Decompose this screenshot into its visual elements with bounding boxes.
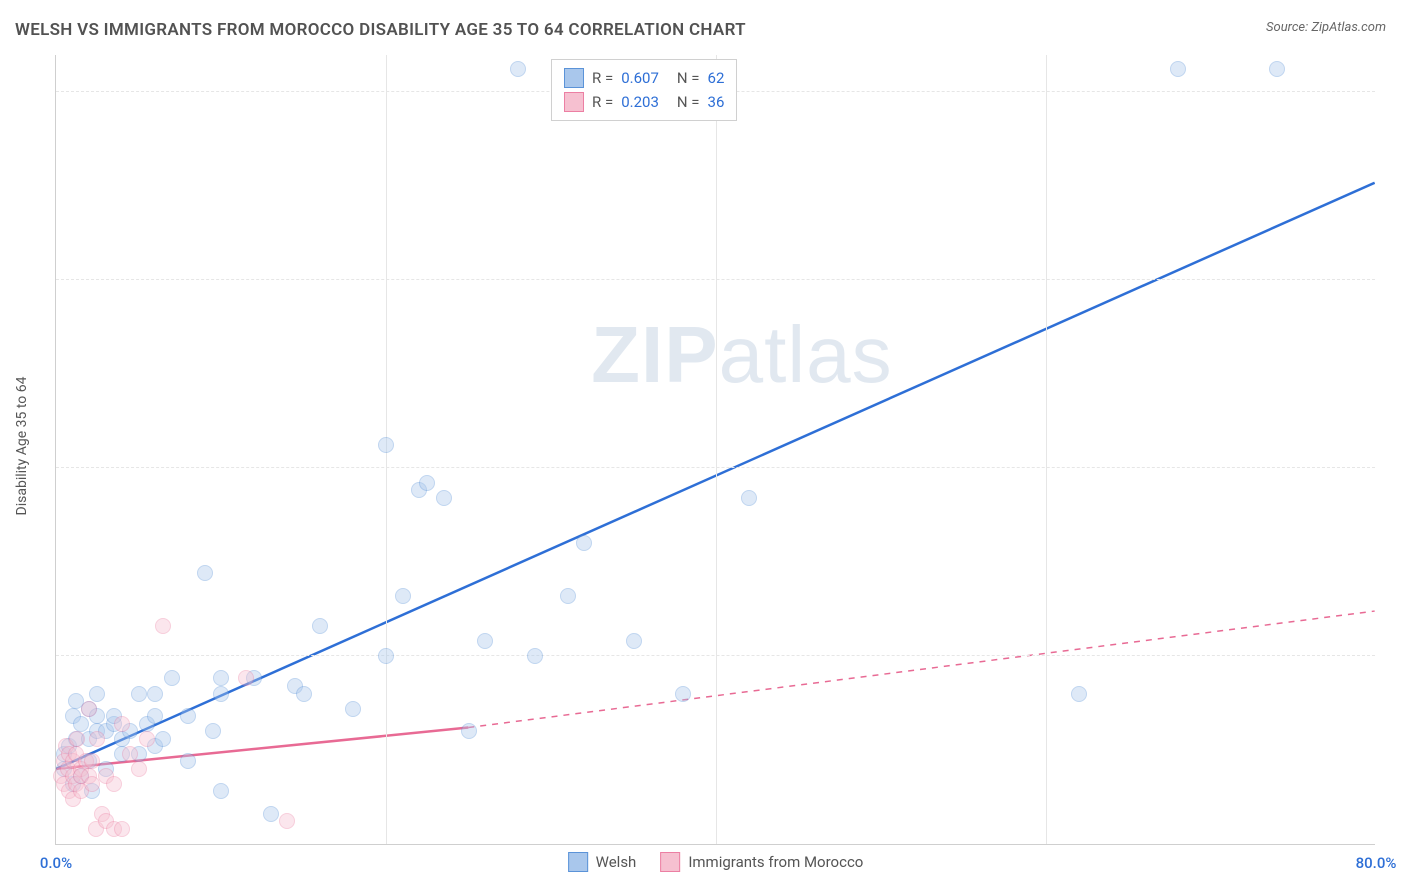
data-point [155,731,171,747]
data-point [296,686,312,702]
legend-n-value: 62 [708,66,725,90]
chart-title: WELSH VS IMMIGRANTS FROM MOROCCO DISABIL… [15,20,746,40]
data-point [69,731,85,747]
legend-n-label: N = [677,66,700,90]
stats-legend-row: R = 0.607 N = 62 [564,66,724,90]
data-point [1170,61,1186,77]
gridline-v [716,55,717,844]
legend-swatch [564,92,584,112]
data-point [213,686,229,702]
y-tick-label: 75.0% [1385,253,1406,271]
series-name: Welsh [596,853,637,871]
data-point [180,708,196,724]
y-tick-label: 100.0% [1385,65,1406,83]
data-point [147,708,163,724]
series-name: Immigrants from Morocco [688,853,863,871]
legend-swatch [564,68,584,88]
gridline-v [1046,55,1047,844]
data-point [419,475,435,491]
watermark-rest: atlas [719,310,893,399]
source-attribution: Source: ZipAtlas.com [1266,20,1386,35]
data-point [131,761,147,777]
data-point [106,776,122,792]
data-point [312,618,328,634]
data-point [378,648,394,664]
legend-swatch [660,852,680,872]
data-point [1269,61,1285,77]
data-point [238,670,254,686]
data-point [626,633,642,649]
data-point [131,686,147,702]
y-axis-label: Disability Age 35 to 64 [14,377,30,516]
data-point [197,565,213,581]
legend-r-label: R = [592,66,613,90]
source-prefix: Source: [1266,20,1311,35]
data-point [89,686,105,702]
series-legend-item: Welsh [568,852,637,872]
data-point [461,723,477,739]
legend-n-label: N = [677,90,700,114]
data-point [155,618,171,634]
x-tick-label: 0.0% [40,854,72,872]
watermark: ZIPatlas [591,309,892,401]
data-point [114,716,130,732]
data-point [139,731,155,747]
data-point [122,746,138,762]
legend-r-value: 0.607 [621,66,659,90]
regression-line-extension [468,611,1374,727]
plot-area: ZIPatlas 25.0%50.0%75.0%100.0%0.0%80.0%R… [55,55,1375,845]
data-point [436,490,452,506]
series-legend: Welsh Immigrants from Morocco [568,852,864,872]
data-point [527,648,543,664]
series-legend-item: Immigrants from Morocco [660,852,863,872]
data-point [147,686,163,702]
data-point [84,753,100,769]
y-tick-label: 50.0% [1385,441,1406,459]
data-point [378,437,394,453]
legend-r-value: 0.203 [621,90,659,114]
legend-swatch [568,852,588,872]
data-point [576,535,592,551]
data-point [213,670,229,686]
x-tick-label: 80.0% [1356,854,1397,872]
data-point [205,723,221,739]
data-point [263,806,279,822]
data-point [395,588,411,604]
data-point [89,731,105,747]
source-name: ZipAtlas.com [1311,20,1386,35]
stats-legend: R = 0.607 N = 62 R = 0.203 N = 36 [551,59,737,121]
data-point [741,490,757,506]
data-point [213,783,229,799]
data-point [1071,686,1087,702]
data-point [510,61,526,77]
data-point [73,716,89,732]
data-point [81,701,97,717]
legend-r-label: R = [592,90,613,114]
data-point [279,813,295,829]
data-point [114,821,130,837]
data-point [164,670,180,686]
data-point [345,701,361,717]
y-tick-label: 25.0% [1385,629,1406,647]
legend-n-value: 36 [708,90,725,114]
data-point [560,588,576,604]
data-point [675,686,691,702]
stats-legend-row: R = 0.203 N = 36 [564,90,724,114]
data-point [180,753,196,769]
watermark-bold: ZIP [591,310,718,399]
data-point [477,633,493,649]
